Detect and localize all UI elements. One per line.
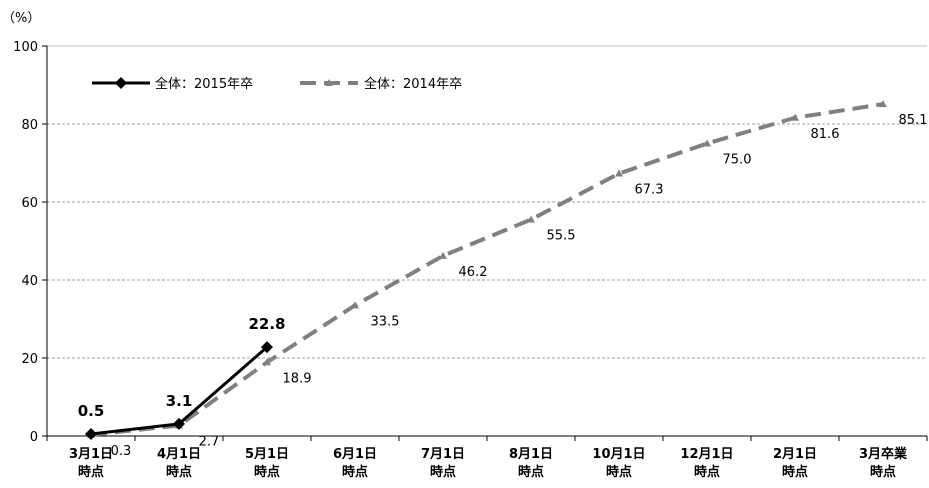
series-2014-line [90,102,884,437]
data-labels: 0.3 2.7 18.9 33.5 46.2 55.5 67.3 75.0 81.6 85.1 0.… [78,113,928,459]
legend-label-2015: 全体：2015年卒 [155,76,253,92]
x-tick-label: 2月1日時点 [773,447,817,480]
series-2014-marker [439,251,447,259]
data-label-2014: 85.1 [899,113,928,128]
y-tick-label: 100 [13,40,38,55]
legend: 全体：2015年卒 全体：2014年卒 [92,76,462,92]
data-label-2014: 33.5 [371,314,400,329]
series-lines [85,100,887,441]
series-2015-marker [85,428,97,441]
data-label-2014: 2.7 [199,434,220,449]
legend-label-2014: 全体：2014年卒 [364,76,462,92]
series-2014-marker [879,100,887,108]
data-label-2014: 46.2 [459,265,488,280]
y-tick-label: 20 [21,352,38,367]
series-2014-marker [703,139,711,147]
y-axis-ticks: 0 20 40 60 80 100 [13,40,47,445]
x-tick-label: 10月1日時点 [592,447,645,480]
y-tick-label: 60 [21,196,38,211]
x-tick-label: 6月1日時点 [333,447,377,480]
series-2015-marker [261,341,273,354]
x-tick-label: 7月1日時点 [421,447,465,480]
series-2014-marker [351,301,359,309]
legend-marker-2014 [325,79,333,86]
series-2015-marker [173,417,185,430]
y-tick-label: 80 [21,118,38,133]
x-axis-ticks: 3月1日時点 4月1日時点 5月1日時点 6月1日時点 7月1日時点 8月1日時点 10月1… [46,436,928,480]
data-label-2015: 0.5 [78,402,105,420]
x-tick-label: 3月卒業時点 [859,446,908,480]
data-label-2015: 22.8 [248,315,285,333]
legend-marker-2015 [115,77,127,89]
gridlines [47,45,927,359]
data-label-2014: 18.9 [283,371,312,386]
data-label-2014: 55.5 [547,229,576,244]
series-2014-marker [527,215,535,223]
x-tick-label: 12月1日時点 [680,447,733,480]
y-tick-label: 40 [21,274,38,289]
x-tick-label: 3月1日時点 [69,447,113,480]
data-label-2015: 3.1 [166,392,193,410]
series-2014-marker [791,113,799,121]
x-tick-label: 5月1日時点 [245,447,289,480]
data-label-2014: 67.3 [635,183,664,198]
data-label-2014: 75.0 [723,153,752,168]
series-2014-marker [263,358,271,366]
data-label-2014: 81.6 [811,127,840,142]
x-tick-label: 4月1日時点 [157,447,201,480]
y-tick-label: 0 [30,430,38,445]
axes [46,46,927,437]
series-2014-marker [615,169,623,177]
x-tick-label: 8月1日時点 [509,447,553,480]
data-label-2014: 0.3 [111,444,132,459]
y-axis-unit-label: （%） [2,11,40,26]
